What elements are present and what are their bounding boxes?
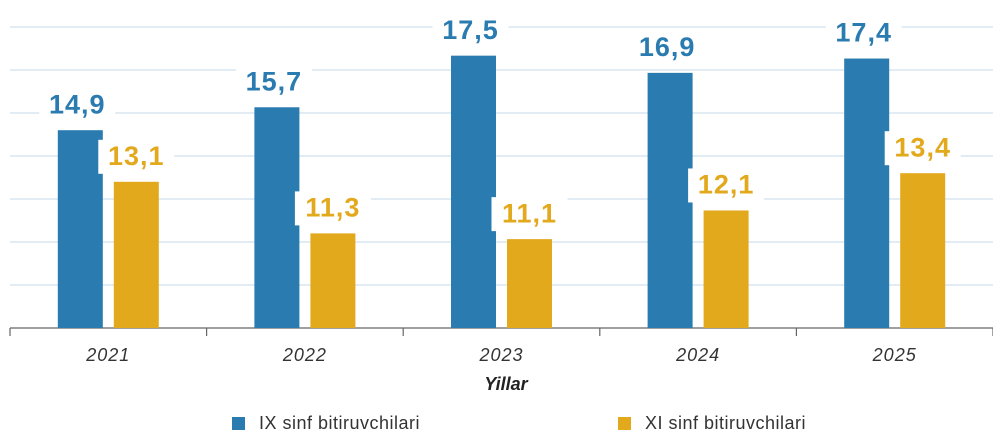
label-background bbox=[294, 191, 371, 226]
label-background bbox=[39, 88, 116, 123]
bar bbox=[113, 181, 159, 328]
bar bbox=[900, 173, 946, 328]
bar bbox=[703, 210, 749, 328]
bar bbox=[844, 58, 890, 329]
x-tick-label: 2024 bbox=[675, 345, 720, 365]
label-background bbox=[432, 13, 509, 48]
x-tick-label: 2022 bbox=[282, 345, 327, 365]
value-label: 17,5 bbox=[442, 15, 499, 45]
bar bbox=[647, 72, 693, 328]
label-background bbox=[688, 168, 765, 203]
value-label: 12,1 bbox=[698, 170, 755, 200]
label-background bbox=[235, 65, 312, 100]
label-background bbox=[884, 131, 961, 166]
bar bbox=[310, 233, 356, 328]
legend-label: XI sinf bitiruvchilari bbox=[645, 413, 806, 433]
x-tick-label: 2023 bbox=[478, 345, 523, 365]
value-label: 11,1 bbox=[502, 198, 557, 228]
label-background bbox=[825, 16, 902, 51]
x-tick-label: 2025 bbox=[872, 345, 917, 365]
value-label: 13,1 bbox=[108, 141, 165, 171]
value-label: 16,9 bbox=[639, 32, 696, 62]
bar bbox=[451, 55, 496, 329]
x-axis-title: Yillar bbox=[484, 374, 528, 394]
value-label: 11,3 bbox=[305, 193, 360, 223]
value-label: 14,9 bbox=[49, 89, 106, 119]
label-background bbox=[491, 197, 568, 232]
value-label: 17,4 bbox=[835, 18, 892, 48]
label-background bbox=[98, 139, 175, 174]
value-label: 15,7 bbox=[246, 66, 303, 96]
bar bbox=[57, 130, 103, 328]
value-label: 13,4 bbox=[894, 132, 951, 162]
x-tick-label: 2021 bbox=[85, 345, 130, 365]
legend-swatch bbox=[618, 417, 631, 430]
legend-swatch bbox=[232, 417, 245, 430]
bar bbox=[507, 239, 552, 328]
bar bbox=[254, 107, 300, 329]
label-background bbox=[629, 30, 706, 65]
legend-label: IX sinf bitiruvchilari bbox=[259, 413, 420, 433]
